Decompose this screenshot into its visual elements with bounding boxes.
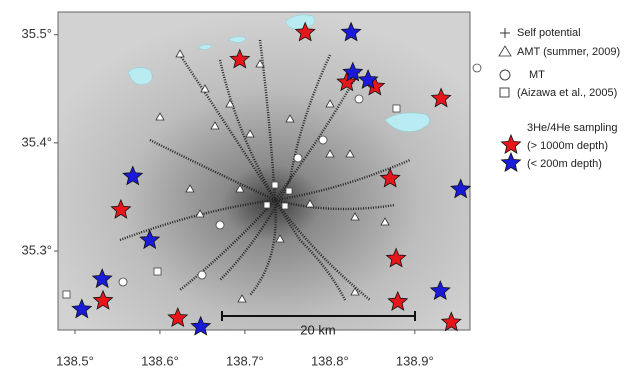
legend-label: Self potential: [517, 27, 581, 39]
legend: Self potential AMT (summer, 2009) MT (Ai…: [499, 27, 620, 134]
y-tick-label: 35.5°: [21, 26, 52, 41]
y-tick-label: 35.4°: [21, 134, 52, 149]
legend-symbol: [502, 135, 521, 153]
map-figure: 20 km Self potential AMT (summer, 2009) …: [0, 0, 639, 370]
scale-label: 20 km: [300, 322, 335, 337]
x-tick-label: 138.6°: [141, 353, 179, 368]
legend-symbol: [500, 88, 509, 97]
legend-label: (Aizawa et al., 2005): [517, 87, 617, 99]
legend-label: MT: [529, 69, 545, 81]
x-tick-label: 138.5°: [56, 353, 94, 368]
legend-label: (< 200m depth): [527, 158, 602, 170]
legend-symbol: [499, 46, 511, 56]
page: {"map": { "xlim": [138.48, 138.965], "yl…: [0, 0, 639, 370]
y-tick-label: 35.3°: [21, 242, 52, 257]
legend-symbol: [500, 70, 510, 80]
x-tick-label: 138.7°: [226, 353, 264, 368]
x-tick-label: 138.8°: [311, 353, 349, 368]
legend-label: 3He/4He sampling: [527, 122, 618, 134]
legend-label: (> 1000m depth): [527, 140, 608, 152]
legend-symbol: [500, 28, 510, 38]
legend-label: AMT (summer, 2009): [517, 46, 620, 58]
x-tick-label: 138.9°: [396, 353, 434, 368]
legend-symbol: [502, 153, 521, 171]
